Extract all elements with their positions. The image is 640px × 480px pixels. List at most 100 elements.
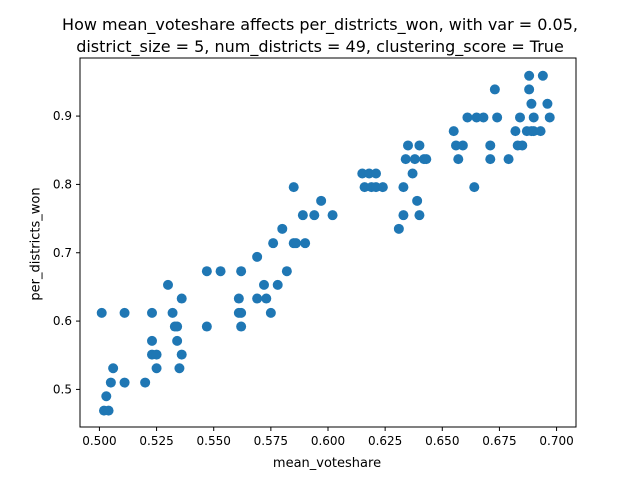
scatter-point (485, 140, 496, 151)
scatter-point (503, 154, 514, 165)
y-tick-label: 0.7 (53, 246, 72, 260)
scatter-point (176, 349, 187, 360)
chart-title-line-2: district_size = 5, num_districts = 49, c… (76, 37, 564, 56)
x-tick-label: 0.650 (425, 434, 459, 448)
scatter-point (400, 154, 411, 165)
scatter-point (119, 377, 130, 388)
scatter-point (526, 98, 537, 109)
scatter-point (537, 70, 548, 81)
scatter-point (297, 210, 308, 221)
scatter-point (469, 182, 480, 193)
scatter-point (393, 223, 404, 234)
x-tick-label: 0.550 (197, 434, 231, 448)
scatter-point (316, 195, 327, 206)
scatter-point (300, 238, 311, 249)
scatter-point (451, 140, 461, 151)
x-tick-label: 0.500 (82, 434, 116, 448)
scatter-point (147, 307, 157, 318)
scatter-point (151, 349, 162, 360)
scatter-point (101, 391, 112, 402)
scatter-point (478, 112, 489, 123)
scatter-point (515, 112, 525, 123)
scatter-point (462, 112, 473, 123)
y-tick-label: 0.8 (53, 177, 72, 191)
scatter-point (236, 266, 247, 277)
scatter-point (108, 363, 119, 374)
scatter-point (517, 140, 528, 151)
scatter-point (96, 307, 107, 318)
scatter-point (414, 140, 425, 151)
scatter-point (201, 266, 212, 277)
scatter-point (524, 84, 535, 95)
scatter-point (163, 279, 173, 290)
scatter-point (398, 210, 409, 221)
scatter-point (272, 279, 283, 290)
scatter-point (259, 279, 269, 290)
x-tick-label: 0.575 (254, 434, 288, 448)
scatter-point (359, 182, 370, 193)
scatter-point (172, 335, 183, 346)
y-tick-label: 0.6 (53, 314, 72, 328)
x-tick-label: 0.675 (482, 434, 516, 448)
scatter-point (215, 266, 226, 277)
scatter-point (524, 70, 535, 81)
scatter-point (147, 335, 157, 346)
scatter-point (119, 307, 130, 318)
scatter-point (371, 182, 381, 193)
scatter-point (542, 98, 553, 109)
scatter-point (103, 405, 114, 416)
y-tick-label: 0.9 (53, 109, 72, 123)
scatter-point (140, 377, 151, 388)
scatter-point (485, 154, 496, 165)
scatter-point (409, 154, 420, 165)
scatter-point (167, 307, 178, 318)
x-tick-label: 0.625 (368, 434, 402, 448)
scatter-point (309, 210, 320, 221)
scatter-point (407, 168, 418, 179)
scatter-point (172, 321, 183, 332)
scatter-point (174, 363, 185, 374)
y-tick-label: 0.5 (53, 382, 72, 396)
scatter-point (398, 182, 409, 193)
scatter-point (288, 182, 299, 193)
scatter-point (535, 126, 546, 137)
scatter-point (357, 168, 368, 179)
scatter-point (492, 112, 503, 123)
scatter-point (421, 154, 432, 165)
scatter-point (268, 238, 279, 249)
scatter-point (371, 168, 381, 179)
scatter-point (528, 126, 539, 137)
scatter-point (457, 140, 468, 151)
scatter-point (281, 266, 292, 277)
ticks-layer: 0.500 0.525 0.550 0.575 0.600 0.625 0.650 0.675… (53, 109, 574, 448)
scatter-point (261, 293, 272, 304)
scatter-point (544, 112, 555, 123)
scatter-point (277, 223, 288, 234)
scatter-point (364, 168, 375, 179)
scatter-point (236, 307, 247, 318)
scatter-point (105, 377, 116, 388)
points-layer (96, 70, 555, 416)
scatter-point (176, 293, 187, 304)
scatter-point (377, 182, 388, 193)
chart-title-line-1: How mean_voteshare affects per_districts… (62, 15, 578, 34)
scatter-point (201, 321, 212, 332)
scatter-point (403, 140, 413, 151)
scatter-point (252, 251, 263, 262)
scatter-point (510, 126, 521, 137)
scatter-point (291, 238, 301, 249)
x-tick-label: 0.700 (539, 434, 573, 448)
scatter-point (236, 321, 247, 332)
scatter-point (471, 112, 482, 123)
x-tick-label: 0.600 (311, 434, 345, 448)
x-tick-label: 0.525 (139, 434, 173, 448)
scatter-point (151, 363, 162, 374)
x-axis-label: mean_voteshare (272, 456, 382, 471)
scatter-point (528, 112, 539, 123)
scatter-point (233, 293, 244, 304)
plot-frame (79, 57, 577, 428)
scatter-point (414, 210, 425, 221)
scatter-point (453, 154, 464, 165)
scatter-point (412, 195, 423, 206)
scatter-point (327, 210, 338, 221)
